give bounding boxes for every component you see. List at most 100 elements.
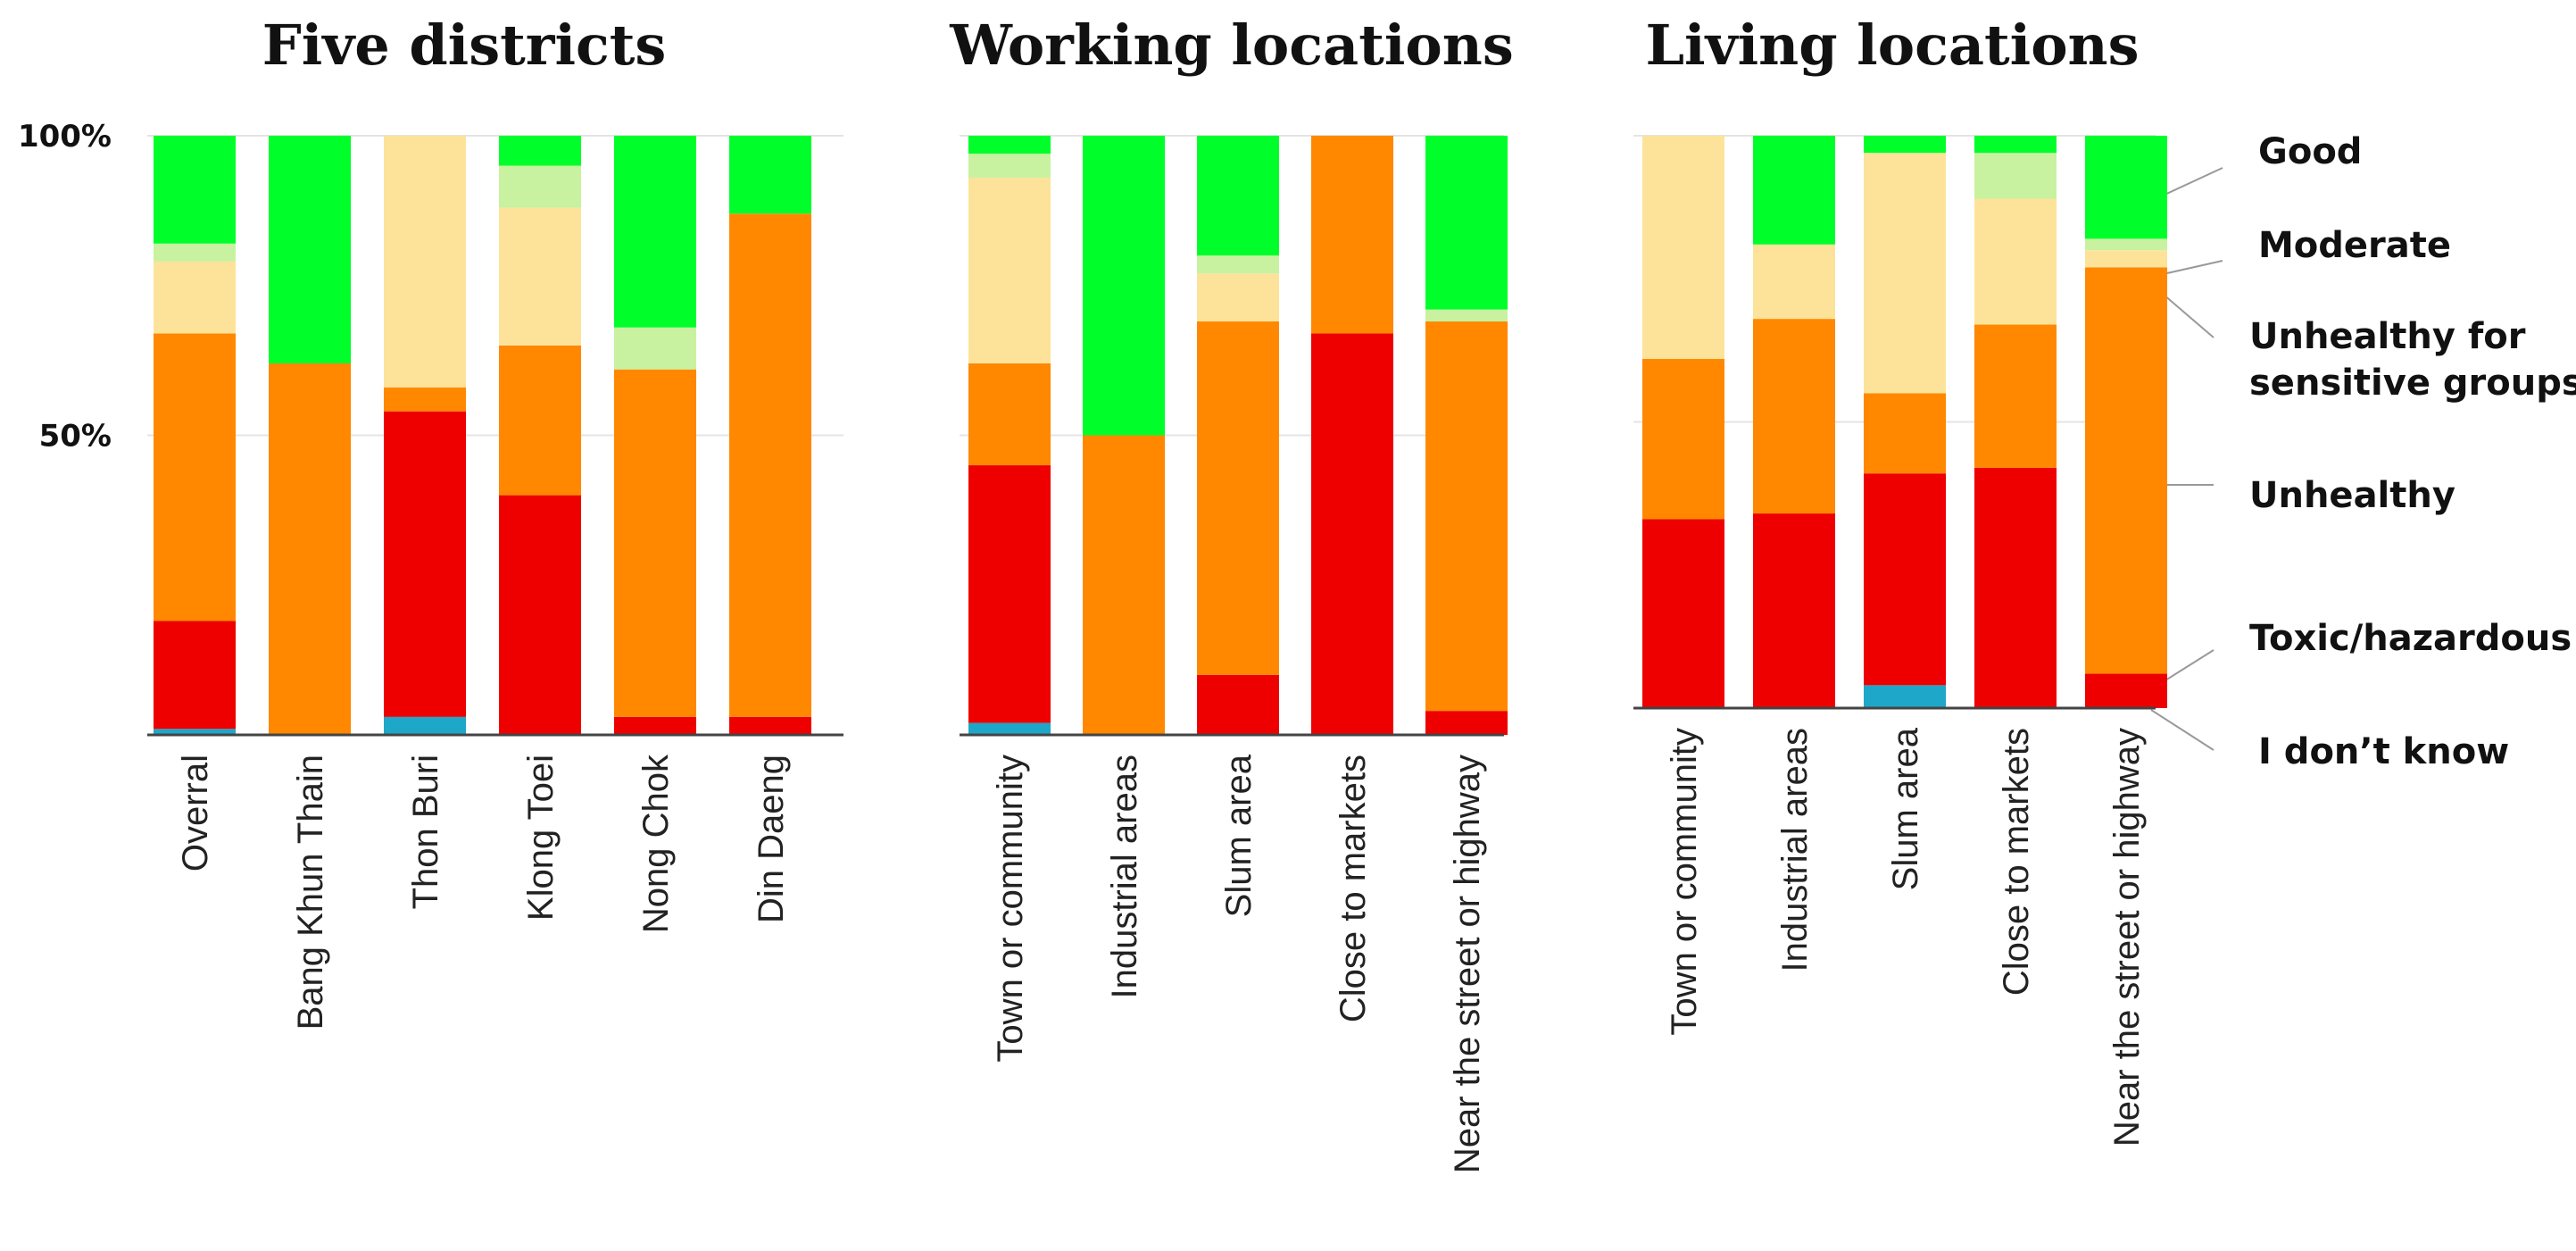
x-tick-label: Near the street or highway [1448,755,1487,1173]
bar-segment-unhealthy [729,213,811,717]
x-tick-label: Town or community [1665,728,1704,1036]
bar-segment-good [154,136,236,244]
bar-industrial-areas [1083,136,1165,735]
legend-label: Moderate [2258,225,2451,266]
bar-segment-unhealthy-for-sensitive-groups [499,207,581,346]
legend-label: Unhealthy for sensitive groups [2249,316,2576,404]
bar-segment-good [1083,136,1165,436]
bar-segment-unhealthy-for-sensitive-groups [384,136,466,388]
x-tick-label: Town or community [991,755,1030,1063]
bar-segment-good [499,136,581,166]
bar-segment-toxic-hazardous [729,716,811,735]
bar-segment-toxic-hazardous [614,716,696,735]
bar-town-or-community [1642,136,1724,708]
bar-segment-i-don-t-know [384,716,466,735]
bar-segment-unhealthy [1311,136,1393,334]
bar-segment-toxic-hazardous [499,495,581,735]
bar-segment-unhealthy [2085,267,2167,674]
panel-title: Working locations [949,13,1513,78]
bar-industrial-areas [1753,136,1835,708]
bar-nong-chok [614,136,696,735]
bar-segment-good [1864,136,1946,154]
bar-segment-unhealthy-for-sensitive-groups [154,261,236,334]
x-tick-label: Nong Chok [636,754,676,933]
bar-segment-good [1197,136,1279,256]
bar-segment-unhealthy [499,345,581,496]
bar-segment-toxic-hazardous [2085,673,2167,708]
bar-segment-good [1974,136,2057,154]
bar-segment-unhealthy-for-sensitive-groups [1197,273,1279,322]
bar-segment-good [614,136,696,328]
x-tick-label: Close to markets [1334,755,1373,1022]
bar-segment-unhealthy-for-sensitive-groups [2085,250,2167,268]
bar-segment-unhealthy [154,333,236,621]
bar-segment-moderate [2085,238,2167,251]
legend-item-good: Good [2150,131,2362,202]
bar-segment-i-don-t-know [1864,685,1946,708]
bar-segment-unhealthy-for-sensitive-groups [1642,136,1724,359]
x-tick-label: Din Daeng [752,755,791,923]
x-tick-label: Thon Buri [406,755,445,909]
bar-close-to-markets [1974,136,2057,708]
panel-five-districts: Five districts 50% 100% Overral Bang Khun Th… [18,13,843,1030]
bar-segment-toxic-hazardous [1974,467,2057,708]
bar-segment-toxic-hazardous [1197,674,1279,735]
bar-segment-good [968,136,1051,154]
x-tick-label: Slum area [1219,754,1259,917]
x-tick-label: Overral [176,755,215,872]
bar-near-the-street-or-highway [2085,136,2167,708]
bar-segment-moderate [1974,153,2057,199]
legend-label: Toxic/hazardous [2249,618,2572,659]
bar-segment-unhealthy [1083,435,1165,735]
legend: Good Moderate Unhealthy for sensitive group… [2150,131,2576,772]
bar-segment-unhealthy [1974,324,2057,468]
bar-segment-toxic-hazardous [1864,473,1946,686]
bar-segment-unhealthy [1425,321,1508,712]
bar-segment-moderate [614,327,696,370]
bar-segment-moderate [968,154,1051,178]
legend-label: Good [2258,131,2362,172]
x-tick-label: Bang Khun Thain [291,755,330,1030]
x-tick-label: Industrial areas [1105,755,1144,998]
bar-segment-toxic-hazardous [968,465,1051,723]
bar-segment-unhealthy [1642,358,1724,520]
bar-segment-toxic-hazardous [1425,711,1508,735]
bar-segment-unhealthy-for-sensitive-groups [1864,153,1946,394]
bar-segment-i-don-t-know [968,722,1051,735]
bar-segment-good [269,136,351,363]
legend-item-unhealthy: Unhealthy [2151,475,2456,516]
bar-segment-toxic-hazardous [154,621,236,730]
bar-slum-area [1864,136,1946,708]
panel-title: Five districts [262,13,667,78]
bar-segment-good [729,136,811,214]
x-tick-label: Industrial areas [1775,728,1815,972]
bar-segment-unhealthy [1197,321,1279,675]
bar-bang-khun-thain [269,136,351,735]
bar-thon-buri [384,136,466,735]
bar-segment-toxic-hazardous [384,411,466,717]
bar-segment-good [1753,136,1835,245]
bar-segment-moderate [499,165,581,208]
bar-segment-unhealthy [1864,393,1946,474]
bar-segment-good [2085,136,2167,239]
bar-segment-unhealthy [968,363,1051,466]
bar-segment-unhealthy [614,369,696,717]
panel-title: Living locations [1645,13,2139,78]
bar-segment-moderate [1197,255,1279,274]
panel-living-locations: Living locations Town or community Industr… [1633,13,2167,1147]
bar-close-to-markets [1311,136,1393,735]
bar-segment-good [1425,136,1508,310]
bar-segment-unhealthy-for-sensitive-groups [968,177,1051,363]
bar-din-daeng [729,136,811,735]
bar-segment-toxic-hazardous [1311,333,1393,735]
bar-segment-unhealthy [1753,319,1835,514]
y-tick-label: 100% [18,119,112,154]
y-tick-label: 50% [39,419,112,455]
bar-slum-area [1197,136,1279,735]
x-tick-label: Klong Toei [521,755,561,921]
bar-segment-i-don-t-know [154,729,236,735]
legend-leader-line [2150,709,2215,751]
bar-segment-unhealthy-for-sensitive-groups [1974,198,2057,325]
bar-segment-toxic-hazardous [1642,519,1724,708]
